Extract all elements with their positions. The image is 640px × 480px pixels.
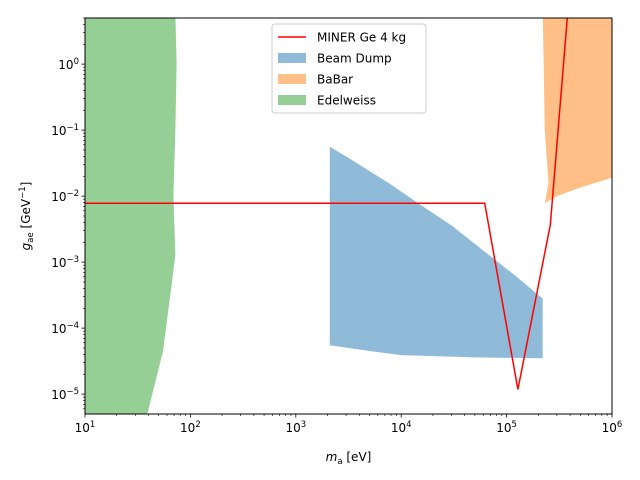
babar-legend-swatch [278,74,306,84]
y-tick-label: 10−5 [51,387,79,402]
miner-ge-4-kg-legend-label: MINER Ge 4 kg [317,31,406,45]
x-axis: 101 102 103 104 105 106 [75,414,623,435]
y-tick-label: 10−1 [51,123,79,138]
y-axis-label: gae [GeV−1] [18,182,36,251]
x-tick-label: 105 [496,420,517,435]
y-tick-label: 100 [58,57,79,72]
edelweiss-legend-label: Edelweiss [317,94,376,108]
y-tick-label: 10−4 [51,321,79,336]
y-tick-label: 10−3 [51,255,79,270]
x-tick-label: 103 [285,420,306,435]
beam-dump-region [329,146,543,359]
babar-legend-label: BaBar [317,73,353,87]
x-tick-label: 102 [180,420,201,435]
babar-region [542,18,612,204]
x-tick-label: 104 [391,420,412,435]
edelweiss-legend-swatch [278,95,306,105]
plot-area [85,18,612,414]
legend-box [271,23,427,114]
beam-dump-legend-swatch [278,53,306,63]
x-tick-label: 106 [602,420,623,435]
x-axis-label: ma [eV] [326,450,372,467]
y-tick-label: 10−2 [51,189,79,204]
y-axis: 10−5 10−4 10−3 10−2 10−1 100 [51,17,85,410]
legend: MINER Ge 4 kg Beam Dump BaBar Edelweiss [271,23,427,114]
miner-ge-4-kg-line [85,18,569,390]
x-tick-label: 101 [75,420,96,435]
edelweiss-region [85,18,177,414]
beam-dump-legend-label: Beam Dump [317,52,392,66]
